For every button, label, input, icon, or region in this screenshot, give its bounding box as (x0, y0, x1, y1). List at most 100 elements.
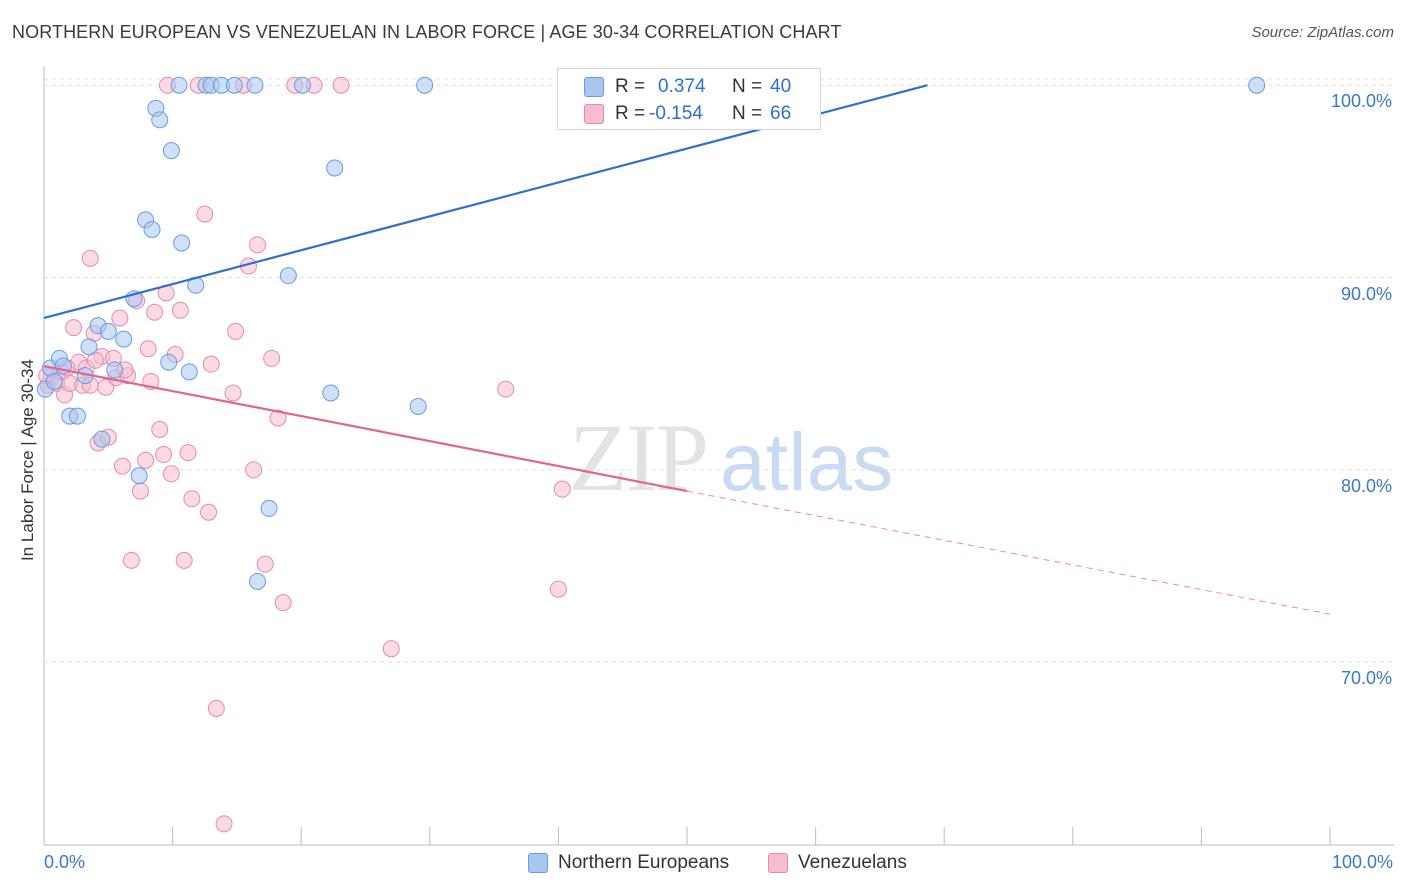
data-point (416, 76, 434, 94)
legend-item-venezuelans[interactable]: Venezuelans (768, 852, 907, 874)
stats-swatch-venezuelan (584, 104, 604, 124)
data-point (122, 551, 140, 569)
data-point (131, 482, 149, 500)
data-point (224, 384, 242, 402)
grid-lines (44, 78, 1394, 663)
data-point (99, 322, 117, 340)
data-point (137, 451, 155, 469)
data-point (139, 340, 157, 358)
data-point (248, 236, 266, 254)
axes (43, 66, 1394, 846)
y-tick-label: 100.0% (1330, 91, 1392, 112)
data-point (45, 372, 63, 390)
data-point (248, 572, 266, 590)
stats-r-value: -0.154 (649, 103, 703, 124)
data-point (170, 76, 188, 94)
data-point (115, 330, 133, 348)
legend-label: Northern Europeans (558, 852, 730, 873)
stats-swatch-northern (584, 77, 604, 97)
trend-lines (43, 84, 1331, 615)
northern-europeans-points (36, 76, 1266, 590)
data-point (183, 490, 201, 508)
data-point (111, 309, 129, 327)
data-point (215, 815, 233, 833)
data-point (180, 363, 198, 381)
data-point (553, 480, 571, 498)
data-point (68, 407, 86, 425)
legend-item-northern-europeans[interactable]: Northern Europeans (528, 852, 729, 874)
data-point (227, 322, 245, 340)
y-axis-label: In Labor Force | Age 30-34 (18, 359, 37, 561)
data-point (332, 76, 350, 94)
data-point (162, 142, 180, 160)
data-point (155, 446, 173, 464)
legend-label: Venezuelans (798, 852, 907, 873)
data-point (382, 640, 400, 658)
data-point (263, 349, 281, 367)
stats-r-label: R = (615, 103, 646, 124)
stats-n-value: 66 (770, 103, 792, 124)
data-point (260, 499, 278, 517)
legend-swatch-blue (528, 853, 548, 873)
stats-r-label: R = (615, 76, 646, 97)
data-point (225, 76, 243, 94)
data-point (409, 397, 427, 415)
trend-line-venezuelans-extension (686, 490, 1331, 615)
watermark-atlas: atlas (720, 417, 893, 508)
data-point (202, 355, 220, 373)
y-tick-label: 80.0% (1340, 475, 1392, 496)
x-tick-label-max: 100.0% (1331, 852, 1393, 872)
stats-legend: R = 0.374 N = 40 R = -0.154 N = 66 (557, 68, 821, 130)
data-point (274, 594, 292, 612)
data-point (179, 444, 197, 462)
data-point (549, 580, 567, 598)
watermark: ZIP atlas (569, 404, 893, 511)
data-point (143, 220, 161, 238)
stats-n-label: N = (732, 76, 763, 97)
chart-title: NORTHERN EUROPEAN VS VENEZUELAN IN LABOR… (12, 22, 842, 42)
data-point (80, 338, 98, 356)
stats-n-value: 40 (770, 76, 792, 97)
data-point (279, 267, 297, 285)
stats-row-northern: R = 0.374 N = 40 (558, 73, 822, 101)
data-point (65, 319, 83, 337)
data-point (93, 430, 111, 448)
data-point (269, 409, 287, 427)
legend-swatch-pink (768, 853, 788, 873)
data-point (175, 551, 193, 569)
data-point (245, 461, 263, 479)
data-point (293, 76, 311, 94)
chart-source: Source: ZipAtlas.com (1251, 24, 1394, 41)
data-point (130, 467, 148, 485)
stats-n-label: N = (732, 103, 763, 124)
data-point (162, 465, 180, 483)
stats-row-venezuelan: R = -0.154 N = 66 (558, 100, 822, 128)
x-tick-label-min: 0.0% (44, 852, 86, 872)
data-point (322, 384, 340, 402)
data-point (106, 361, 124, 379)
data-point (151, 111, 169, 129)
data-point (81, 249, 99, 267)
data-point (1248, 76, 1266, 94)
y-tick-label: 90.0% (1340, 283, 1392, 304)
stats-r-value: 0.374 (658, 76, 706, 97)
bottom-legend: Northern Europeans Venezuelans (0, 852, 1406, 878)
trend-line-venezuelans (43, 364, 688, 493)
watermark-zip: ZIP (569, 404, 707, 511)
data-point (200, 503, 218, 521)
data-point (151, 421, 169, 439)
data-point (171, 301, 189, 319)
data-point (207, 699, 225, 717)
data-point (196, 205, 214, 223)
data-point (256, 555, 274, 573)
data-point (173, 234, 191, 252)
data-point (160, 353, 178, 371)
data-point (146, 303, 164, 321)
data-point (246, 76, 264, 94)
data-point (497, 380, 515, 398)
y-tick-label: 70.0% (1340, 668, 1392, 689)
data-point (113, 457, 131, 475)
venezuelans-points (38, 76, 571, 833)
data-point (326, 159, 344, 177)
